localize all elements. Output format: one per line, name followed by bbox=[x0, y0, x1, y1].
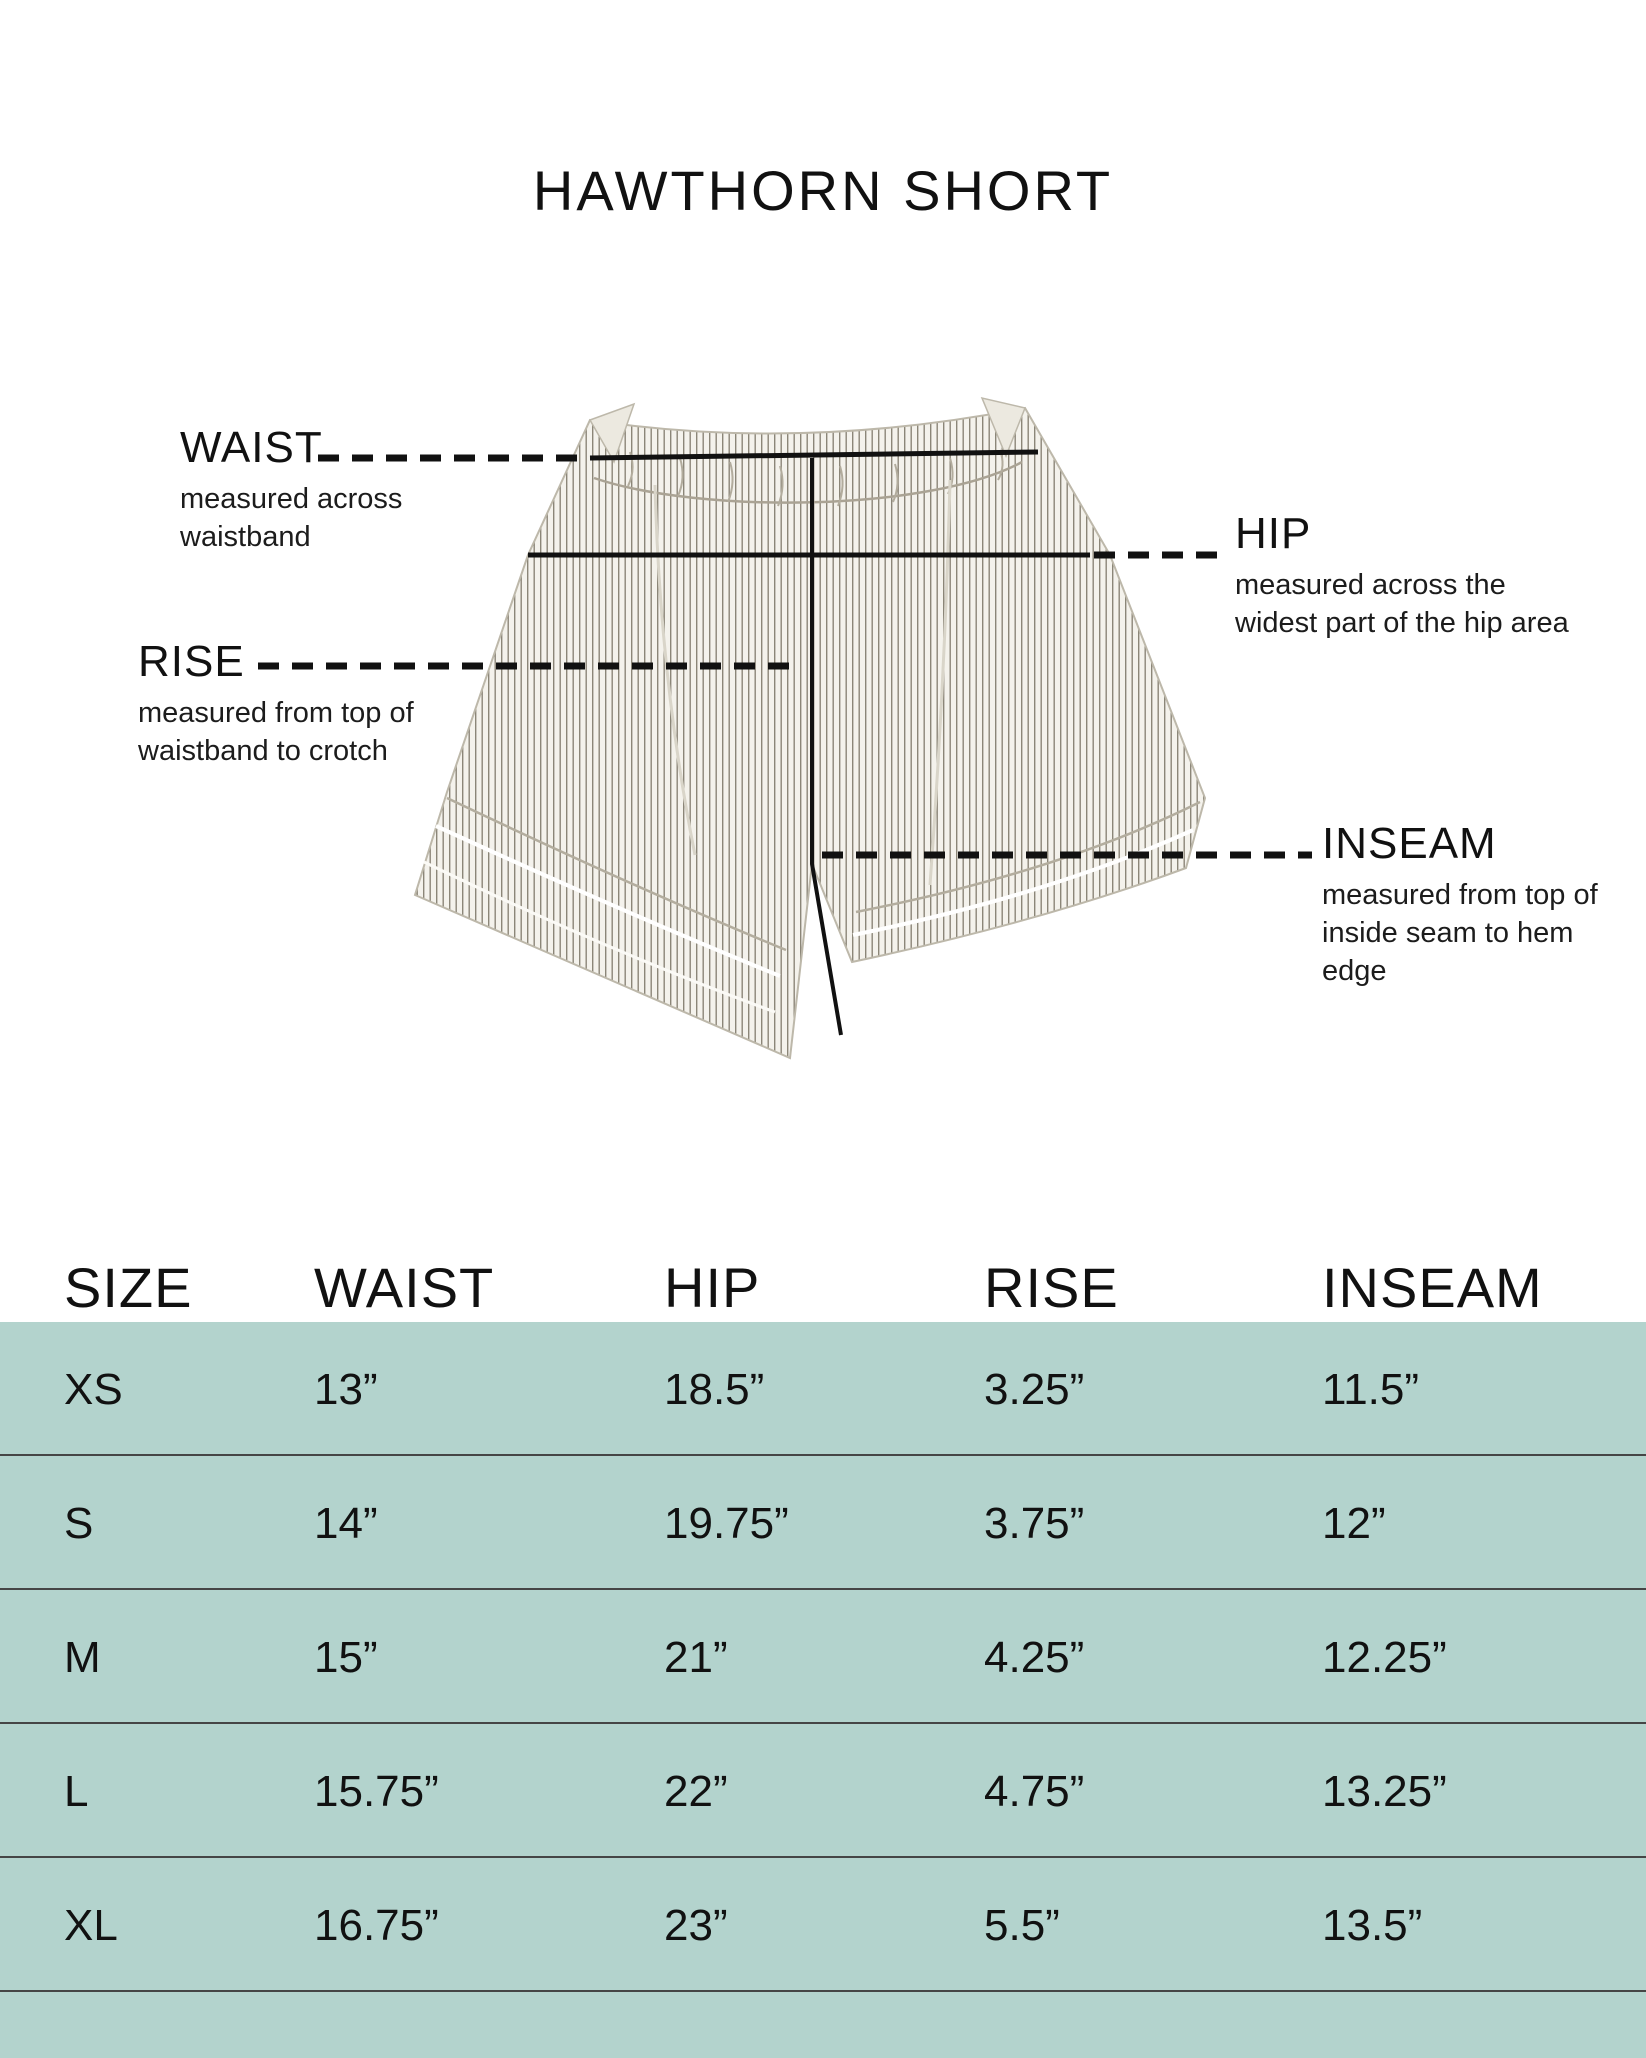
rise-value: 4.75” bbox=[984, 1767, 1085, 1816]
hip-value: 19.75” bbox=[664, 1499, 789, 1548]
hip-description: measured across the widest part of the h… bbox=[1235, 569, 1569, 640]
waist-value: 14” bbox=[314, 1499, 378, 1548]
waist-value: 15” bbox=[314, 1633, 378, 1682]
measurement-lines bbox=[528, 449, 1090, 1036]
table-row-xl: XL 16.75” 23” 5.5” 13.5” bbox=[0, 1856, 1646, 1990]
inseam-label: INSEAM bbox=[1322, 819, 1497, 868]
cuff-stitch-left-lower bbox=[423, 860, 776, 1014]
table-row-l: L 15.75” 22” 4.75” 13.25” bbox=[0, 1722, 1646, 1856]
rise-annotation: RISE measured from top of waistband to c… bbox=[138, 637, 414, 770]
inseam-value: 12” bbox=[1322, 1499, 1386, 1548]
inseam-description: measured from top of inside seam to hem … bbox=[1322, 879, 1598, 988]
size-value: XL bbox=[64, 1901, 118, 1950]
cuff-stitch-left bbox=[435, 824, 781, 978]
waist-measure-line bbox=[589, 449, 1039, 461]
cuff-fold-right bbox=[855, 800, 1201, 914]
rise-description: measured from top of waistband to crotch bbox=[138, 697, 414, 768]
rise-value: 5.5” bbox=[984, 1901, 1060, 1950]
rise-value: 4.25” bbox=[984, 1633, 1085, 1682]
fabric-crease-right bbox=[928, 479, 952, 886]
size-value: L bbox=[64, 1767, 89, 1816]
size-chart-header-row: SIZE WAIST HIP RISE INSEAM bbox=[0, 1240, 1646, 1322]
inseam-value: 13.5” bbox=[1322, 1901, 1423, 1950]
size-value: S bbox=[64, 1499, 94, 1548]
size-value: M bbox=[64, 1633, 101, 1682]
cuff-fold-left bbox=[446, 796, 787, 952]
column-header-size: SIZE bbox=[64, 1256, 193, 1319]
size-value: XS bbox=[64, 1365, 123, 1414]
table-row-s: S 14” 19.75” 3.75” 12” bbox=[0, 1454, 1646, 1588]
hip-value: 21” bbox=[664, 1633, 728, 1682]
size-chart-table: SIZE WAIST HIP RISE INSEAM XS 13” 18.5” … bbox=[0, 1240, 1646, 2058]
rise-label: RISE bbox=[138, 637, 245, 686]
shorts-measurement-diagram bbox=[258, 396, 1312, 1060]
rise-value: 3.75” bbox=[984, 1499, 1085, 1548]
waist-description: measured across waistband bbox=[180, 483, 403, 554]
waist-value: 13” bbox=[314, 1365, 378, 1414]
inseam-value: 11.5” bbox=[1322, 1365, 1420, 1414]
inseam-value: 12.25” bbox=[1322, 1633, 1447, 1682]
cuff-stitch-right bbox=[852, 828, 1194, 937]
fabric-crease-left bbox=[653, 484, 697, 856]
waist-label: WAIST bbox=[180, 423, 323, 472]
waistband-fold-right bbox=[980, 396, 1027, 458]
hip-label: HIP bbox=[1235, 509, 1312, 558]
column-header-inseam: INSEAM bbox=[1322, 1256, 1543, 1319]
page-title: HAWTHORN SHORT bbox=[532, 159, 1114, 222]
waist-annotation: WAIST measured across waistband bbox=[180, 423, 403, 556]
waist-value: 15.75” bbox=[314, 1767, 439, 1816]
waistband-fold-left bbox=[588, 402, 636, 464]
rise-value: 3.25” bbox=[984, 1365, 1085, 1414]
hip-value: 22” bbox=[664, 1767, 728, 1816]
table-row-m: M 15” 21” 4.25” 12.25” bbox=[0, 1588, 1646, 1722]
rise-inseam-measure-line bbox=[810, 458, 843, 1036]
inseam-value: 13.25” bbox=[1322, 1767, 1447, 1816]
waist-value: 16.75” bbox=[314, 1901, 439, 1950]
column-header-waist: WAIST bbox=[314, 1256, 495, 1319]
hip-value: 23” bbox=[664, 1901, 728, 1950]
inseam-annotation: INSEAM measured from top of inside seam … bbox=[1322, 819, 1646, 990]
column-header-hip: HIP bbox=[664, 1256, 761, 1319]
hip-value: 18.5” bbox=[664, 1365, 765, 1414]
column-header-rise: RISE bbox=[984, 1256, 1119, 1319]
table-row-xs: XS 13” 18.5” 3.25” 11.5” bbox=[0, 1322, 1646, 1454]
callout-lines bbox=[258, 454, 1312, 859]
table-bottom-filler bbox=[0, 1990, 1646, 2058]
hip-annotation: HIP measured across the widest part of t… bbox=[1235, 509, 1569, 642]
